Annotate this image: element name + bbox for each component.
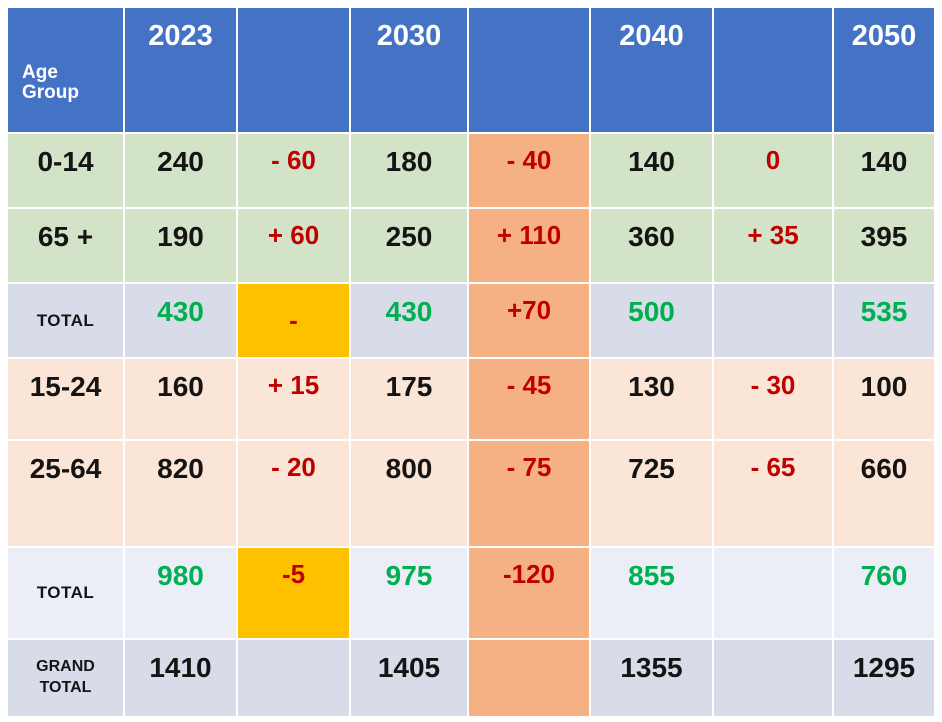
cell-15-24-2030: 175 — [351, 359, 467, 439]
header-cell-spacer-3 — [714, 8, 832, 132]
cell-total2-2050: 760 — [834, 548, 934, 638]
cell-25-64-change-40-50: - 65 — [714, 441, 832, 546]
header-cell-2023: 2023 — [125, 8, 236, 132]
header-cell-2040: 2040 — [591, 8, 712, 132]
cell-total2-2030: 975 — [351, 548, 467, 638]
cell-65plus-change-30-40: + 110 — [469, 209, 589, 282]
cell-total2-change-40-50 — [714, 548, 832, 638]
cell-total2-change-30-40: -120 — [469, 548, 589, 638]
cell-15-24-change-30-40: - 45 — [469, 359, 589, 439]
cell-total1-change-40-50 — [714, 284, 832, 357]
cell-0-14-2030: 180 — [351, 134, 467, 207]
cell-25-64-2050: 660 — [834, 441, 934, 546]
cell-15-24-2040: 130 — [591, 359, 712, 439]
cell-15-24-2023: 160 — [125, 359, 236, 439]
cell-grand-total-2023: 1410 — [125, 640, 236, 716]
cell-total2-2040: 855 — [591, 548, 712, 638]
cell-65plus-change-23-30: + 60 — [238, 209, 349, 282]
cell-total1-2040: 500 — [591, 284, 712, 357]
cell-0-14-change-23-30: - 60 — [238, 134, 349, 207]
population-projection-table: Age Group 2023 2030 2040 2050 0-14 240 -… — [8, 8, 934, 716]
cell-65plus-2050: 395 — [834, 209, 934, 282]
cell-15-24-change-40-50: - 30 — [714, 359, 832, 439]
cell-total1-2023: 430 — [125, 284, 236, 357]
cell-total1-2030: 430 — [351, 284, 467, 357]
cell-65plus-2040: 360 — [591, 209, 712, 282]
cell-total2-2023: 980 — [125, 548, 236, 638]
cell-25-64-label: 25-64 — [8, 441, 123, 546]
cell-0-14-2050: 140 — [834, 134, 934, 207]
cell-total1-2050: 535 — [834, 284, 934, 357]
cell-0-14-label: 0-14 — [8, 134, 123, 207]
cell-65plus-change-40-50: + 35 — [714, 209, 832, 282]
cell-grand-total-change-30-40 — [469, 640, 589, 716]
cell-65plus-label: 65 + — [8, 209, 123, 282]
cell-25-64-2023: 820 — [125, 441, 236, 546]
cell-65plus-2030: 250 — [351, 209, 467, 282]
header-cell-age-group: Age Group — [8, 8, 123, 132]
cell-total2-label: TOTAL — [8, 548, 123, 638]
cell-grand-total-2040: 1355 — [591, 640, 712, 716]
cell-0-14-2040: 140 — [591, 134, 712, 207]
cell-25-64-2040: 725 — [591, 441, 712, 546]
cell-0-14-2023: 240 — [125, 134, 236, 207]
cell-grand-total-2050: 1295 — [834, 640, 934, 716]
header-cell-spacer-2 — [469, 8, 589, 132]
cell-15-24-change-23-30: + 15 — [238, 359, 349, 439]
header-cell-2050: 2050 — [834, 8, 934, 132]
cell-25-64-change-30-40: - 75 — [469, 441, 589, 546]
cell-15-24-label: 15-24 — [8, 359, 123, 439]
cell-25-64-change-23-30: - 20 — [238, 441, 349, 546]
cell-total1-change-23-30: - — [238, 284, 349, 357]
cell-grand-total-2030: 1405 — [351, 640, 467, 716]
cell-0-14-change-30-40: - 40 — [469, 134, 589, 207]
cell-grand-total-change-40-50 — [714, 640, 832, 716]
header-cell-spacer-1 — [238, 8, 349, 132]
cell-total2-change-23-30: -5 — [238, 548, 349, 638]
cell-total1-label: TOTAL — [8, 284, 123, 357]
cell-total1-change-30-40: +70 — [469, 284, 589, 357]
cell-65plus-2023: 190 — [125, 209, 236, 282]
cell-15-24-2050: 100 — [834, 359, 934, 439]
header-cell-2030: 2030 — [351, 8, 467, 132]
cell-grand-total-change-23-30 — [238, 640, 349, 716]
cell-grand-total-label: GRAND TOTAL — [8, 640, 123, 716]
cell-25-64-2030: 800 — [351, 441, 467, 546]
cell-0-14-change-40-50: 0 — [714, 134, 832, 207]
